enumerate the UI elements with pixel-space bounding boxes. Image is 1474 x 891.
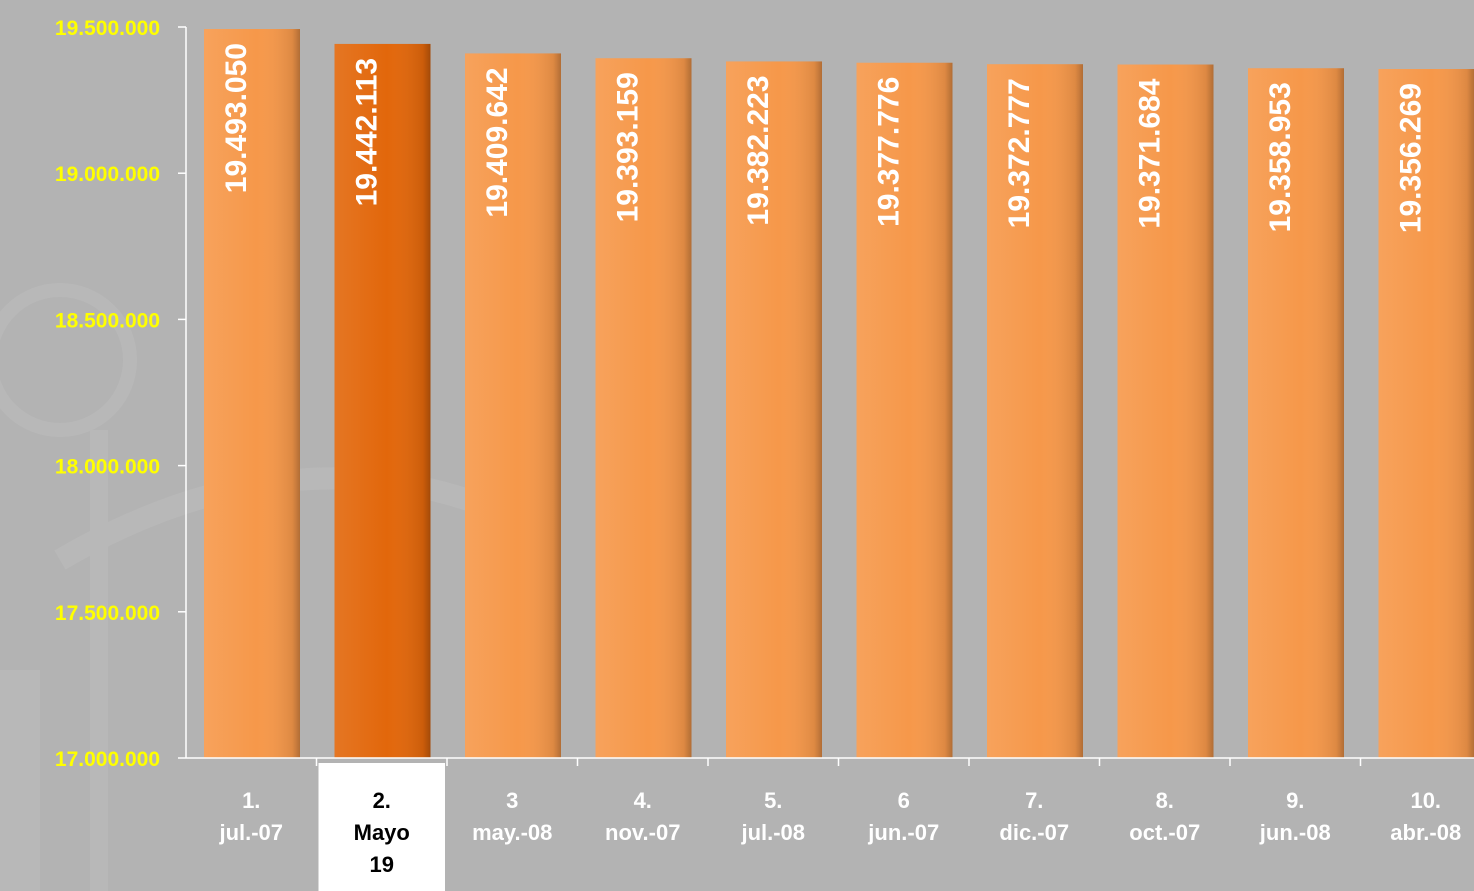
y-tick-label: 19.000.000: [55, 163, 160, 186]
bar-value-label: 19.442.113: [351, 58, 384, 207]
bar-value-label: 19.372.777: [1003, 78, 1036, 228]
bar-value-label: 19.409.642: [481, 67, 514, 217]
bar-shading: [204, 29, 300, 759]
bar-shading: [1117, 64, 1214, 759]
x-category-label: 3 may.-08: [472, 788, 552, 845]
bar-value-label: 19.358.953: [1264, 82, 1297, 232]
x-category-label: 8. oct.-07: [1129, 788, 1200, 845]
bar-shading: [987, 64, 1083, 758]
y-tick-label: 17.500.000: [55, 602, 160, 625]
bar-shading: [1378, 69, 1474, 758]
x-category-label: 6 jun.-07: [867, 788, 939, 845]
x-category-label: 2. Mayo 19: [354, 788, 410, 877]
x-category-label: 1. jul.-07: [218, 788, 283, 845]
bar-shading: [1248, 68, 1344, 759]
category-highlight-box: [318, 763, 445, 891]
bar-shading: [334, 43, 431, 759]
bar-shading: [595, 58, 692, 759]
y-tick-label: 18.000.000: [55, 456, 160, 479]
bar-shading: [856, 62, 953, 759]
bar-value-label: 19.356.269: [1395, 83, 1428, 233]
y-tick-label: 18.500.000: [55, 309, 160, 332]
bar-value-label: 19.371.684: [1134, 78, 1167, 228]
bar-shading: [726, 61, 822, 759]
x-category-label: 4. nov.-07: [605, 788, 680, 845]
bar-value-label: 19.382.223: [742, 75, 775, 225]
x-category-label: 10. abr.-08: [1390, 788, 1461, 845]
x-category-label: 5. jul.-08: [740, 788, 805, 845]
x-category-label: 9. jun.-08: [1259, 788, 1331, 845]
y-tick-label: 17.000.000: [55, 748, 160, 771]
bar-value-label: 19.493.050: [220, 43, 253, 193]
bar-shading: [465, 53, 561, 759]
bar-value-label: 19.393.159: [612, 72, 645, 222]
bar-value-label: 19.377.776: [873, 77, 906, 227]
y-tick-label: 19.500.000: [55, 17, 160, 40]
x-category-label: 7. dic.-07: [999, 788, 1069, 845]
